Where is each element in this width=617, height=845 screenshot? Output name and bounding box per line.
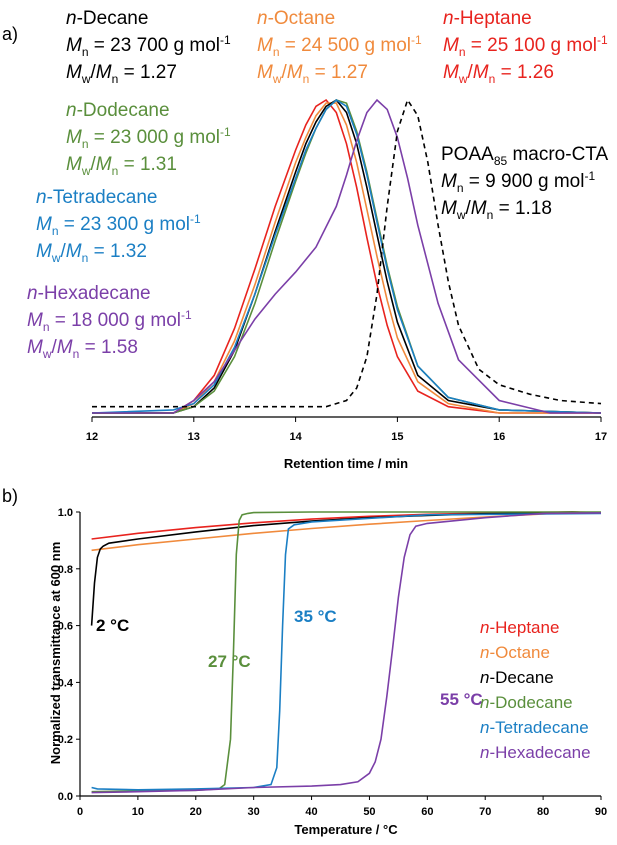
panel-b-legend: n-Heptane n-Octane n-Decane n-Dodecane n-Tet…: [480, 618, 591, 762]
panel-b-x-tick-label: 30: [248, 806, 260, 818]
annotation-name: n-Heptane: [443, 8, 532, 29]
panel-a-x-tick-label: 13: [188, 431, 200, 443]
panel-b-y-tick-label: 1.0: [58, 507, 73, 519]
panel-b-temperature-labels: 2 °C 27 °C 35 °C 55 °C: [96, 607, 483, 709]
panel-a-x-tick-label: 15: [391, 431, 403, 443]
panel-b-x-tick-label: 0: [77, 806, 83, 818]
annotation-dispersity: Mw/Mn = 1.27: [257, 62, 368, 86]
annotation-n-hexadecane: n-Hexadecane Mn = 18 000 g mol-1 Mw/Mn = 1…: [27, 283, 192, 361]
panel-b-x-tick-label: 40: [305, 806, 317, 818]
annotation-mn: Mn = 18 000 g mol-1: [27, 308, 192, 334]
panel-b-x-tick-label: 50: [363, 806, 375, 818]
series-line-n-decane: [92, 98, 602, 414]
annotation-mn: Mn = 9 900 g mol-1: [441, 169, 595, 195]
legend-entry-n-dodecane: n-Dodecane: [480, 693, 573, 712]
annotation-dispersity: Mw/Mn = 1.32: [36, 241, 147, 265]
legend-entry-n-heptane: n-Heptane: [480, 618, 559, 637]
legend-entry-n-octane: n-Octane: [480, 643, 550, 662]
panel-a-x-axis-title: Retention time / min: [284, 456, 408, 471]
annotation-name: n-Decane: [66, 8, 148, 29]
annotation-n-tetradecane: n-Tetradecane Mn = 23 300 g mol-1 Mw/Mn = …: [36, 187, 201, 265]
temperature-label: 2 °C: [96, 616, 129, 635]
annotation-mn: Mn = 23 000 g mol-1: [66, 125, 231, 151]
panel-b-y-axis-title: Normalized transmittance at 600 nm: [48, 542, 63, 765]
panel-a-x-tick-label: 12: [86, 431, 98, 443]
annotation-n-decane: n-Decane Mn = 23 700 g mol-1 Mw/Mn = 1.27: [66, 8, 231, 86]
annotation-name: POAA85 macro-CTA: [441, 144, 608, 168]
panel-a-x-tick-label: 14: [289, 431, 302, 443]
panel-b-y-tick-label: 0.6: [58, 621, 73, 633]
legend-entry-n-tetradecane: n-Tetradecane: [480, 718, 589, 737]
annotation-mn: Mn = 23 700 g mol-1: [66, 33, 231, 59]
series-line-n-heptane: [92, 98, 601, 414]
panel-a-x-tick-label: 17: [595, 431, 607, 443]
annotation-dispersity: Mw/Mn = 1.31: [66, 154, 177, 178]
panel-b-label: b): [2, 486, 18, 506]
panel-b-x-tick-label: 60: [421, 806, 433, 818]
panel-b-x-tick-label: 90: [595, 806, 607, 818]
panel-b-x-tick-label: 20: [190, 806, 202, 818]
panel-b-x-tick-label: 70: [479, 806, 491, 818]
panel-a-curves: [91, 98, 602, 414]
annotation-n-heptane: n-Heptane Mn = 25 100 g mol-1 Mw/Mn = 1.26: [443, 8, 608, 86]
annotation-name: n-Dodecane: [66, 100, 170, 121]
panel-a-x-ticks: 12 13 14 15 16 17: [86, 417, 607, 443]
series-line-n-hexadecane: [91, 512, 602, 794]
panel-b-axes: 0 10 20 30 40 50 60 70 80 90 0.0 0.2 0.4 0.6 0.8 1.0: [58, 507, 607, 818]
annotation-mn: Mn = 25 100 g mol-1: [443, 33, 608, 59]
series-line-n-tetradecane: [91, 512, 602, 791]
annotation-name: n-Octane: [257, 8, 335, 29]
annotation-n-octane: n-Octane Mn = 24 500 g mol-1 Mw/Mn = 1.27: [257, 8, 422, 86]
panel-b-x-tick-label: 80: [537, 806, 549, 818]
annotation-name: n-Tetradecane: [36, 187, 157, 208]
annotation-dispersity: Mw/Mn = 1.18: [441, 198, 552, 222]
panel-b-x-axis-title: Temperature / °C: [294, 822, 398, 837]
panel-b: b) 0 10 20 30 40 50 60 70 80 90 0.0 0.2 0.4 0.6 0.8 1.0…: [2, 486, 607, 837]
annotation-dispersity: Mw/Mn = 1.58: [27, 337, 138, 361]
annotation-mn: Mn = 23 300 g mol-1: [36, 212, 201, 238]
series-line-n-hexadecane: [92, 98, 601, 414]
annotation-n-dodecane: n-Dodecane Mn = 23 000 g mol-1 Mw/Mn = 1.3…: [66, 100, 231, 178]
legend-entry-n-hexadecane: n-Hexadecane: [480, 743, 591, 762]
panel-b-y-tick-label: 0.8: [58, 564, 73, 576]
annotation-name: n-Hexadecane: [27, 283, 151, 304]
panel-a-x-tick-label: 16: [493, 431, 505, 443]
temperature-label: 35 °C: [294, 607, 337, 626]
panel-b-y-tick-label: 0.2: [58, 734, 73, 746]
annotation-mn: Mn = 24 500 g mol-1: [257, 33, 422, 59]
temperature-label: 55 °C: [440, 690, 483, 709]
panel-b-x-tick-label: 10: [132, 806, 144, 818]
legend-entry-n-decane: n-Decane: [480, 668, 554, 687]
panel-a: a) 12 13 14 15 16 17 Retention time / min n-D…: [2, 8, 608, 471]
panel-b-curves: [90, 511, 602, 794]
panel-b-y-tick-label: 0.0: [58, 791, 73, 803]
temperature-label: 27 °C: [208, 652, 251, 671]
panel-a-label: a): [2, 24, 18, 44]
annotation-dispersity: Mw/Mn = 1.27: [66, 62, 177, 86]
series-line-poaa85-macro-cta: [92, 98, 602, 408]
annotation-dispersity: Mw/Mn = 1.26: [443, 62, 554, 86]
series-line-n-decane: [90, 511, 602, 626]
panel-b-y-tick-label: 0.4: [58, 677, 74, 689]
